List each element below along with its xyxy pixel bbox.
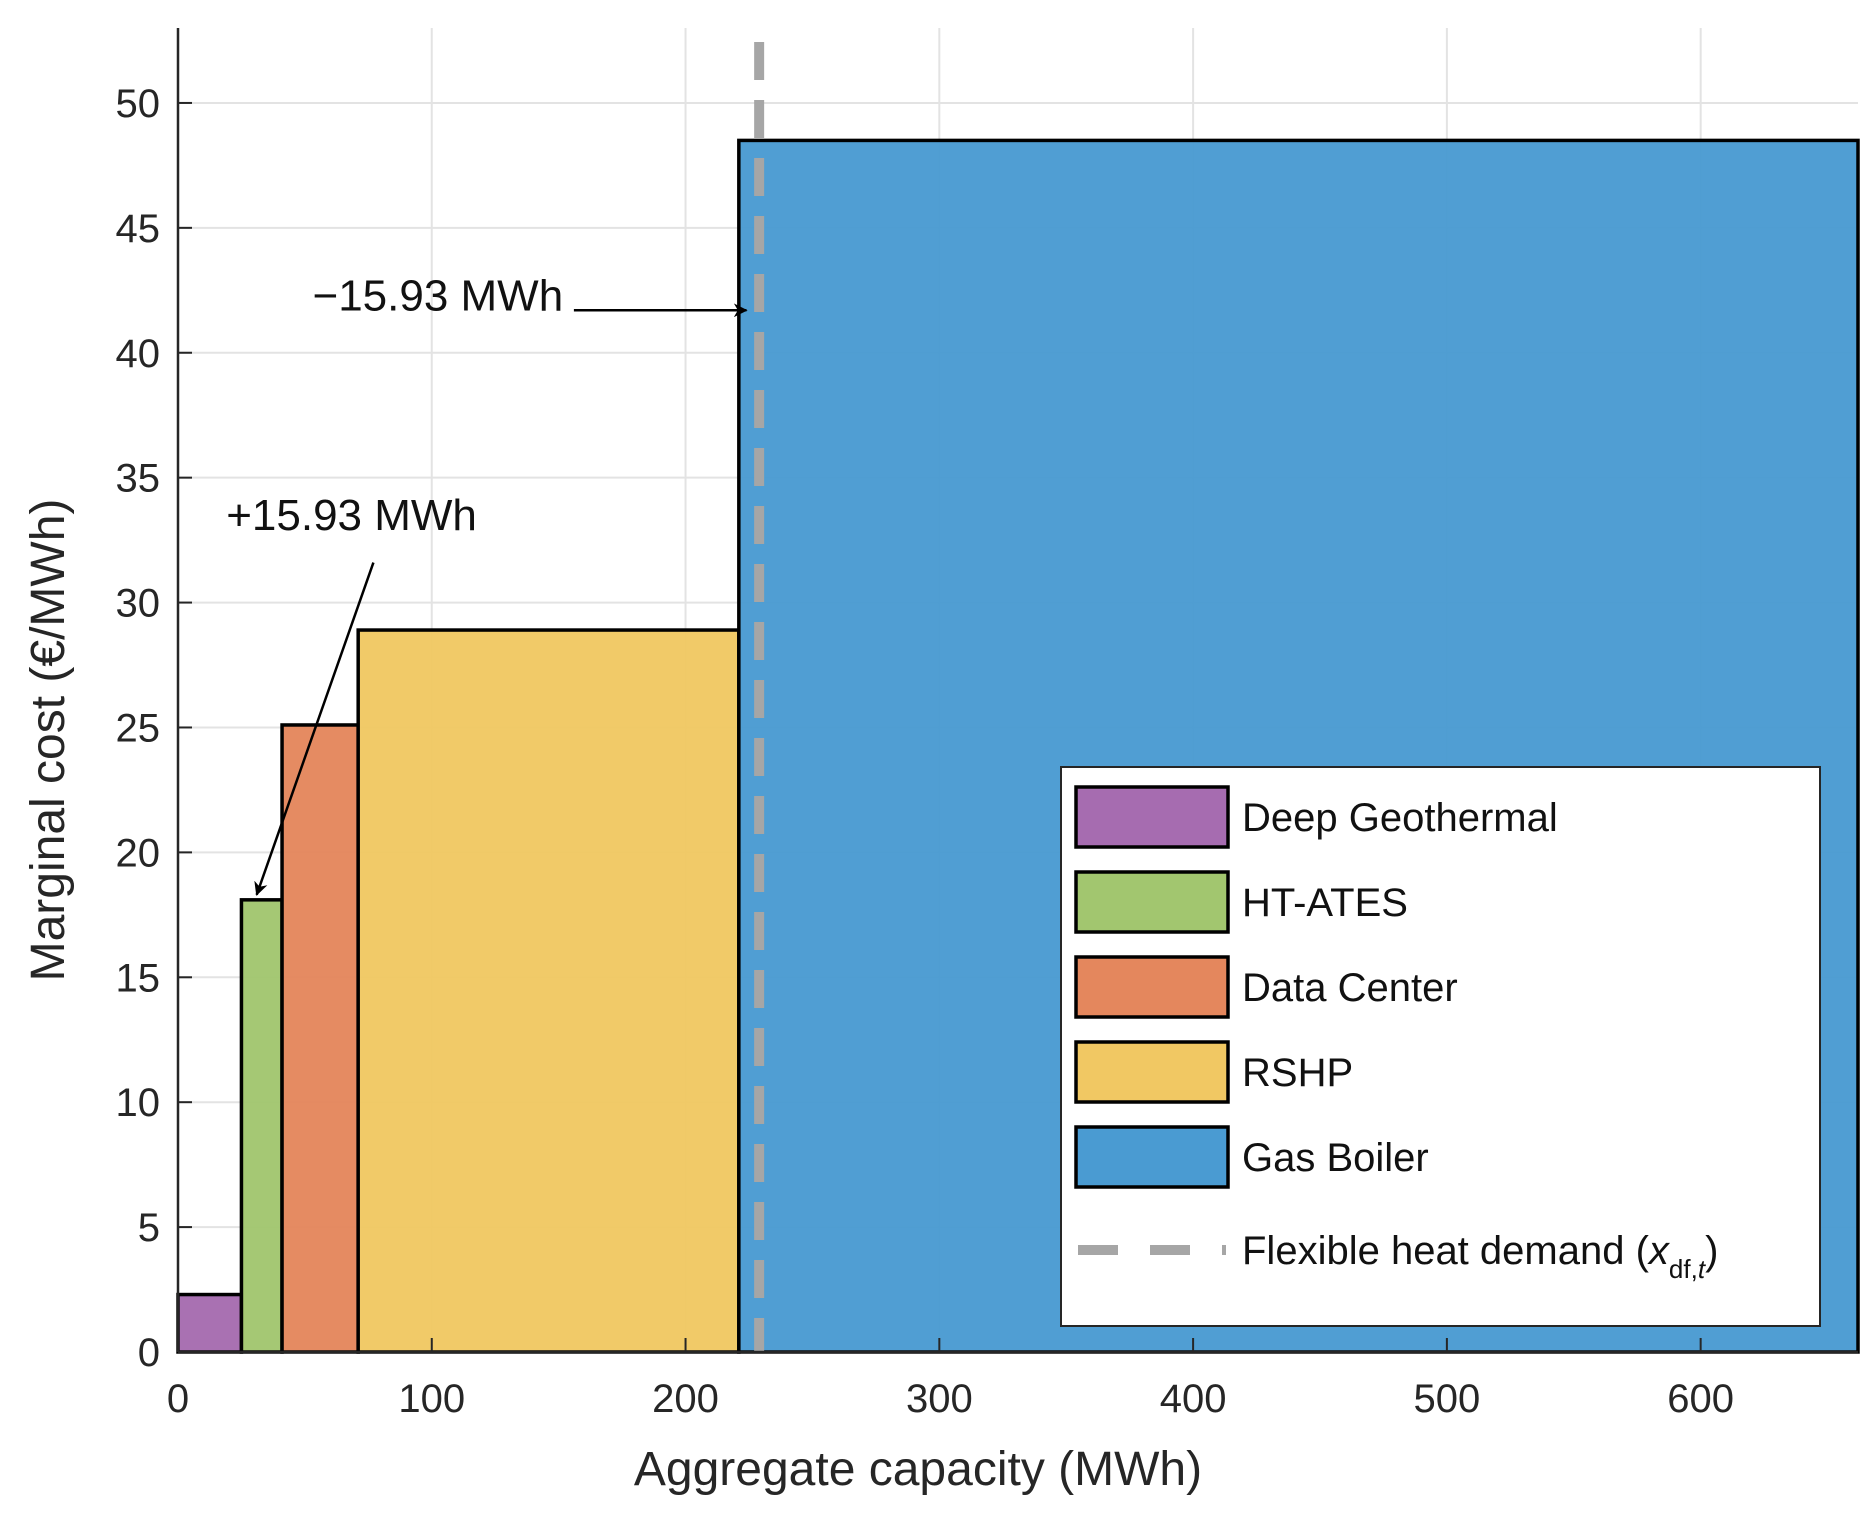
bar-ht-ates (239, 898, 284, 1354)
annotations: −15.93 MWh +15.93 MWh (226, 271, 748, 896)
legend-demand-sub-italic: t (1698, 1254, 1707, 1284)
y-tick-label: 45 (116, 207, 161, 251)
annotation-text-plus: +15.93 MWh (226, 491, 477, 540)
legend-label-deep-geothermal: Deep Geothermal (1242, 796, 1558, 840)
axes: 0 100 200 300 400 500 600 0 5 10 15 20 25 30 35 40 45 50 A… (22, 28, 1858, 1496)
x-tick-label: 100 (398, 1377, 465, 1421)
legend-label-gas-boiler: Gas Boiler (1242, 1136, 1429, 1180)
y-tick-label: 15 (116, 956, 161, 1000)
x-tick-label: 0 (167, 1377, 189, 1421)
legend-demand-sub: df, (1669, 1254, 1698, 1284)
y-tick-label: 50 (116, 82, 161, 126)
y-axis-title: Marginal cost (€/MWh) (22, 499, 75, 982)
x-tick-label: 300 (906, 1377, 973, 1421)
legend-label-data-center: Data Center (1242, 966, 1458, 1010)
y-tick-label: 0 (138, 1331, 160, 1375)
legend-swatch-ht-ates (1074, 870, 1230, 934)
annotation-text-minus: −15.93 MWh (313, 271, 564, 320)
legend-demand-suffix: ) (1705, 1229, 1718, 1273)
y-tick-label: 10 (116, 1081, 161, 1125)
legend-demand-prefix: Flexible heat demand ( (1242, 1229, 1650, 1273)
legend-swatch-deep-geothermal (1074, 785, 1230, 849)
x-tick-label: 600 (1667, 1377, 1734, 1421)
legend-label-flexible-demand: Flexible heat demand (xdf,t) (1242, 1229, 1718, 1284)
bar-deep-geothermal (176, 1292, 244, 1354)
legend-swatch-data-center (1074, 955, 1230, 1019)
y-tick-label: 30 (116, 582, 161, 626)
legend-label-ht-ates: HT-ATES (1242, 881, 1408, 925)
legend-swatch-rshp (1074, 1040, 1230, 1104)
y-tick-label: 5 (138, 1206, 160, 1250)
x-axis-title: Aggregate capacity (MWh) (634, 1443, 1202, 1496)
annotation-arrow-plus (254, 562, 375, 896)
x-tick-label: 400 (1160, 1377, 1227, 1421)
bar-data-center (280, 723, 360, 1354)
x-tick-label: 200 (652, 1377, 719, 1421)
bar-rshp (356, 628, 741, 1354)
legend-swatch-gas-boiler (1074, 1125, 1230, 1189)
legend: Deep Geothermal HT-ATES Data Center RSHP Gas… (1060, 766, 1821, 1327)
y-tick-label: 20 (116, 831, 161, 875)
y-tick-label: 35 (116, 457, 161, 501)
legend-label-rshp: RSHP (1242, 1051, 1353, 1095)
y-tick-label: 40 (116, 332, 161, 376)
x-tick-label: 500 (1414, 1377, 1481, 1421)
y-tick-label: 25 (116, 706, 161, 750)
legend-demand-var: x (1647, 1229, 1671, 1273)
